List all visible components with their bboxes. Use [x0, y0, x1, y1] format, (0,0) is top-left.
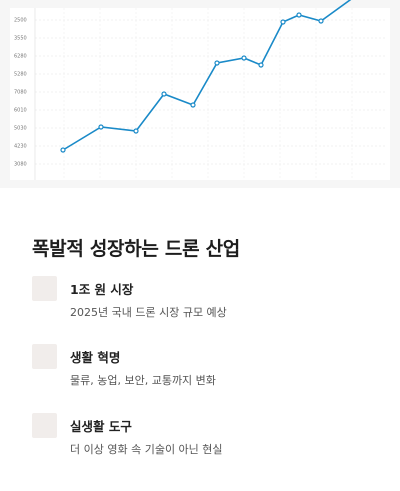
- y-label: 5280: [14, 72, 27, 78]
- y-label: 6010: [14, 108, 27, 114]
- grid: [35, 8, 385, 180]
- y-label: 6280: [14, 54, 27, 60]
- y-label: 4230: [14, 144, 27, 150]
- icon: [32, 276, 57, 301]
- y-label: 3080: [14, 162, 27, 168]
- feature-item: 실생활 도구 더 이상 영화 속 기술이 아닌 현실: [32, 413, 372, 463]
- item-description: 더 이상 영화 속 기술이 아닌 현실: [70, 443, 223, 456]
- icon: [32, 344, 57, 369]
- section-title: 폭발적 성장하는 드론 산업: [32, 238, 240, 260]
- chart: 2500 3550 6280 5280 7080 6010 5030 4230 3080: [10, 0, 390, 180]
- chart-image: 2500 3550 6280 5280 7080 6010 5030 4230 3080: [0, 0, 400, 188]
- item-description: 물류, 농업, 보안, 교통까지 변화: [70, 374, 216, 387]
- item-title: 생활 혁명: [70, 350, 121, 365]
- icon: [32, 413, 57, 438]
- markers: [60, 12, 324, 153]
- y-label: 3550: [14, 36, 27, 42]
- item-title: 1조 원 시장: [70, 282, 134, 297]
- y-label: 5030: [14, 126, 27, 132]
- y-label: 7080: [14, 90, 27, 96]
- y-label: 2500: [14, 18, 27, 24]
- feature-item: 생활 혁명 물류, 농업, 보안, 교통까지 변화: [32, 344, 372, 394]
- feature-item: 1조 원 시장 2025년 국내 드론 시장 규모 예상: [32, 276, 372, 326]
- item-title: 실생활 도구: [70, 419, 132, 434]
- item-description: 2025년 국내 드론 시장 규모 예상: [70, 306, 227, 319]
